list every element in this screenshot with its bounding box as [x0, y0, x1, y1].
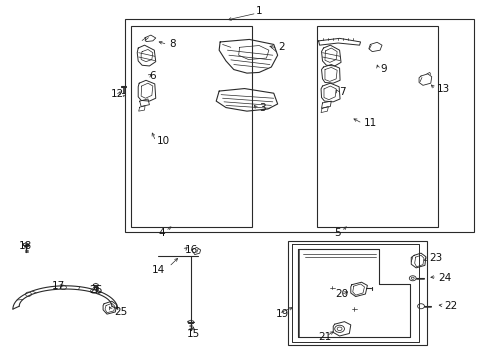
Text: 25: 25	[114, 307, 127, 317]
Text: 9: 9	[379, 64, 386, 74]
Text: 17: 17	[52, 281, 65, 291]
Text: 3: 3	[259, 103, 265, 113]
Text: 24: 24	[438, 273, 451, 283]
Text: 10: 10	[157, 136, 169, 145]
Bar	[316, 26, 437, 226]
Bar	[125, 19, 473, 232]
Text: 21: 21	[318, 332, 331, 342]
Text: 20: 20	[335, 289, 348, 299]
Bar	[288, 241, 427, 345]
Text: 16: 16	[184, 245, 198, 255]
Text: 18: 18	[19, 241, 32, 251]
Bar	[131, 26, 252, 226]
Text: 1: 1	[255, 6, 262, 16]
Text: 22: 22	[444, 301, 457, 311]
Text: 2: 2	[278, 42, 285, 52]
Text: 26: 26	[89, 285, 102, 296]
Text: 8: 8	[168, 39, 175, 49]
Text: 7: 7	[339, 87, 346, 97]
Text: 5: 5	[333, 228, 340, 238]
Text: 6: 6	[149, 71, 156, 81]
Text: 14: 14	[152, 265, 165, 275]
Text: 19: 19	[276, 310, 289, 319]
Text: 15: 15	[186, 329, 200, 339]
Text: 13: 13	[436, 84, 449, 94]
Text: 11: 11	[363, 118, 376, 128]
Text: 4: 4	[158, 228, 164, 238]
Text: 23: 23	[428, 253, 441, 263]
Text: 12: 12	[111, 89, 124, 99]
